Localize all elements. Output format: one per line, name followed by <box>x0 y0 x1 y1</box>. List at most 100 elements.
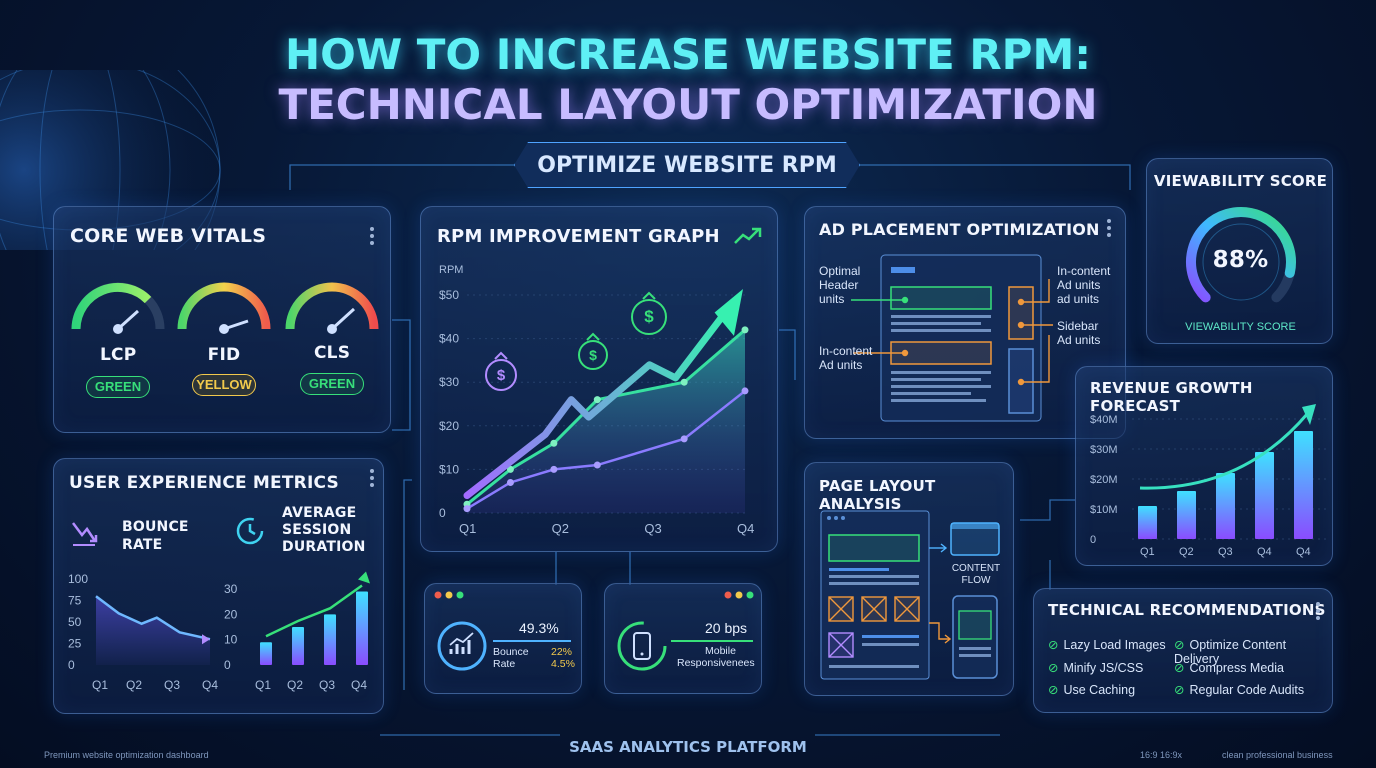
gauge-inner-ring <box>1202 223 1280 301</box>
bounce-mini-value: 49.3% <box>519 620 559 636</box>
money-bag-top <box>586 332 600 341</box>
y-tick-label: $20 <box>439 419 459 433</box>
bounce-mini-pct-1: 22% <box>551 646 573 658</box>
revenue-bar <box>1138 506 1157 539</box>
cls-label: CLS <box>314 343 351 363</box>
y-tick-label: 10 <box>224 633 238 647</box>
x-tick-label: Q2 <box>1179 546 1194 558</box>
page-title-line-2: TECHNICAL LAYOUT OPTIMIZATION <box>278 80 1098 129</box>
mobile-mini-label-2: Responsivenees <box>677 657 755 669</box>
mobile-mini-underline <box>671 640 753 642</box>
viewability-caption: VIEWABILITY SCORE <box>1185 321 1296 333</box>
lcp-status-badge: GREEN <box>86 376 150 398</box>
tech-recs-panel: TECHNICAL RECOMMENDATIONS ⊘ Lazy Load Ima… <box>1033 588 1333 713</box>
mobile-mini-card: 20 bps Mobile Responsivenees <box>604 583 762 694</box>
session-bar <box>356 591 368 665</box>
layout-wireframe <box>820 510 1000 680</box>
bounce-rate-chart: 100 75 50 25 0 Q1 Q2 Q3 Q4 <box>68 572 218 692</box>
x-tick-label: Q2 <box>552 521 569 536</box>
rec-item: ⊘ Optimize Content Delivery <box>1174 638 1287 666</box>
viewability-value: 88% <box>1212 247 1269 273</box>
session-label-3: DURATION <box>282 539 366 555</box>
bounce-rate-icon <box>72 522 98 546</box>
dollar-sign: $ <box>589 347 597 363</box>
x-tick-label: Q1 <box>1140 546 1155 558</box>
rpm-line-chart: RPM $50 $40 $30 $20 $10 0 Q1 Q2 Q3 Q4 $ $ $ <box>439 264 754 536</box>
session-bar <box>260 642 272 665</box>
ad-layout-wireframe <box>851 254 1053 422</box>
trend-up-icon <box>734 227 762 244</box>
y-tick-label: $50 <box>439 288 459 302</box>
page-title-line-1: HOW TO INCREASE WEBSITE RPM: <box>284 30 1092 79</box>
more-options-icon[interactable] <box>370 469 374 487</box>
y-tick-label: $40M <box>1090 414 1118 426</box>
dollar-sign: $ <box>644 307 654 326</box>
y-tick-label: 75 <box>68 594 82 608</box>
x-tick-label: Q1 <box>459 521 476 536</box>
revenue-bar <box>1177 491 1196 539</box>
x-tick-label: Q4 <box>1257 546 1272 558</box>
page-layout-panel: PAGE LAYOUT ANALYSIS CONTENT FLOW <box>804 462 1014 696</box>
ad-label-sidebar-2: Ad units <box>1057 333 1101 347</box>
money-bag-icon: $ <box>631 291 667 335</box>
ad-label-sidebar-1: Sidebar <box>1057 319 1099 333</box>
rec-item: ⊘ Regular Code Audits <box>1174 683 1305 697</box>
session-label-2: SESSION <box>282 522 352 538</box>
bounce-rate-mini-card: 49.3% Bounce Rate 22% 4.5% <box>424 583 582 694</box>
x-tick-label: Q1 <box>255 678 271 692</box>
x-tick-label: Q2 <box>287 678 303 692</box>
window-controls-icon <box>434 591 464 599</box>
user-experience-title: USER EXPERIENCE METRICS <box>69 473 339 493</box>
lcp-label: LCP <box>100 345 137 365</box>
bounce-mini-label-2: Rate <box>493 658 516 670</box>
platform-label: SAAS ANALYTICS PLATFORM <box>569 738 807 756</box>
series-2-point <box>593 461 601 469</box>
series-2-point <box>741 387 749 395</box>
forecast-curve <box>1139 412 1310 490</box>
rec-item: ⊘ Use Caching <box>1048 683 1136 697</box>
y-tick-label: 50 <box>68 615 82 629</box>
series-area <box>467 329 745 513</box>
series-1-point <box>593 396 601 404</box>
optimize-rpm-badge: OPTIMIZE WEBSITE RPM <box>514 142 860 188</box>
series-line-1 <box>466 328 746 506</box>
ad-label-incontent-right-2: Ad units <box>1057 278 1101 292</box>
cls-gauge-icon <box>285 282 379 334</box>
series-1-point <box>680 378 688 386</box>
session-label-1: AVERAGE <box>282 505 357 521</box>
bounce-rate-label-2: RATE <box>122 537 163 553</box>
y-tick-label: 0 <box>68 658 75 672</box>
analytics-chart-icon <box>437 621 487 671</box>
revenue-forecast-title: REVENUE GROWTH FORECAST <box>1090 379 1253 415</box>
y-tick-label: $30M <box>1090 444 1118 456</box>
y-tick-label: $10M <box>1090 504 1118 516</box>
x-tick-label: Q4 <box>202 678 218 692</box>
fid-label: FID <box>207 345 241 365</box>
clock-icon <box>236 517 264 545</box>
money-bag-body <box>485 359 517 391</box>
series-2-point <box>680 435 688 443</box>
more-options-icon[interactable] <box>370 227 374 245</box>
x-tick-label: Q3 <box>164 678 180 692</box>
lcp-gauge-icon <box>71 282 165 334</box>
fid-status-badge: YELLOW <box>192 374 256 396</box>
viewability-panel: VIEWABILITY SCORE 88% VIEWABILITY SCORE <box>1146 158 1333 344</box>
rpm-graph-panel: RPM IMPROVEMENT GRAPH RPM $50 $40 $30 $20 $10… <box>420 206 778 552</box>
money-bag-icon: $ <box>578 332 608 370</box>
vitals-gauges <box>71 282 379 334</box>
x-tick-label: Q4 <box>737 521 754 536</box>
rec-item: ⊘ Minify JS/CSS <box>1048 661 1144 675</box>
x-tick-label: Q3 <box>1218 546 1233 558</box>
series-2-point <box>506 478 514 486</box>
y-tick-label: 0 <box>224 658 231 672</box>
revenue-bar <box>1255 452 1274 539</box>
session-arrow-head <box>358 571 370 584</box>
series-2-point <box>463 505 471 513</box>
bounce-area <box>96 596 210 665</box>
bounce-mini-underline <box>493 640 571 642</box>
more-options-icon[interactable] <box>1316 602 1320 620</box>
money-bag-top <box>494 351 508 360</box>
x-tick-label: Q3 <box>644 521 661 536</box>
more-options-icon[interactable] <box>1107 219 1111 237</box>
